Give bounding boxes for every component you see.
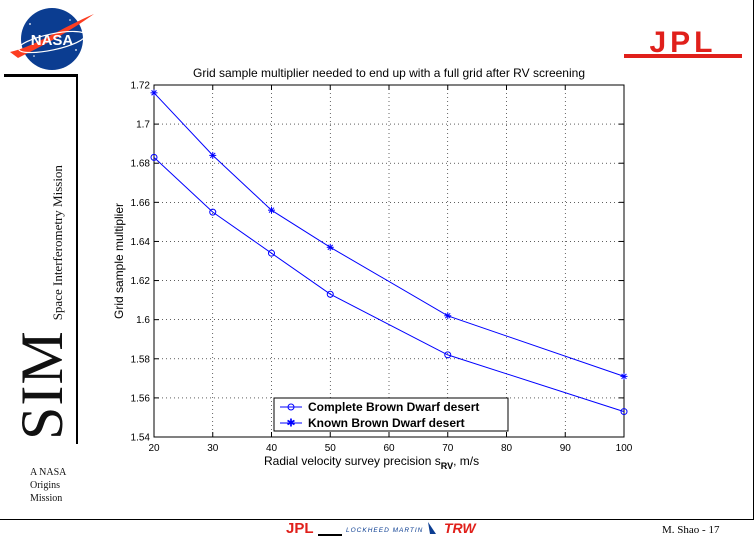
nasa-logo-text: NASA bbox=[31, 32, 74, 49]
program-label: SIM Space Interferometry Mission bbox=[8, 165, 77, 440]
data-point-circle bbox=[326, 290, 334, 298]
data-point-star bbox=[620, 372, 628, 380]
y-tick-label: 1.64 bbox=[131, 237, 151, 248]
y-tick-label: 1.72 bbox=[131, 81, 151, 92]
y-tick-label: 1.54 bbox=[131, 433, 151, 444]
origins-line-3: Mission bbox=[30, 493, 63, 504]
x-tick-label: 70 bbox=[442, 443, 454, 454]
program-subtitle: Space Interferometry Mission bbox=[50, 165, 65, 321]
y-axis-label: Grid sample multiplier bbox=[112, 203, 126, 319]
origins-line-2: Origins bbox=[30, 480, 60, 491]
legend-marker-1 bbox=[287, 403, 295, 411]
x-axis-label-unit: , m/s bbox=[453, 454, 479, 468]
x-ticks: 20 30 40 50 60 70 80 90 100 bbox=[148, 85, 633, 454]
data-point-star bbox=[326, 243, 334, 251]
x-tick-label: 30 bbox=[207, 443, 219, 454]
x-axis-label: Radial velocity survey precision sRV, m/… bbox=[264, 454, 479, 471]
jpl-logo: JPL bbox=[624, 26, 742, 59]
x-axis-label-sub: RV bbox=[441, 461, 453, 471]
data-point-star bbox=[268, 206, 275, 214]
chart-title: Grid sample multiplier needed to end up … bbox=[193, 66, 585, 80]
data-point-star bbox=[444, 312, 452, 320]
nasa-logo: NASA bbox=[10, 8, 94, 70]
grid-lines bbox=[153, 84, 625, 438]
legend-box bbox=[273, 397, 509, 432]
program-title: SIM bbox=[9, 330, 75, 440]
slide-border bbox=[0, 0, 754, 520]
legend-label-1: Complete Brown Dwarf desert bbox=[308, 400, 479, 414]
y-tick-label: 1.56 bbox=[131, 393, 151, 404]
footer-lockheed-logo: LOCKHEED MARTIN bbox=[346, 527, 423, 534]
origins-line-1: A NASA bbox=[30, 467, 67, 478]
data-point-circle bbox=[620, 408, 628, 416]
y-tick-label: 1.66 bbox=[131, 198, 151, 209]
data-point-circle bbox=[444, 351, 452, 359]
series-line-1 bbox=[153, 157, 625, 413]
jpl-logo-text: JPL bbox=[649, 26, 716, 59]
legend-marker-2: ✱ bbox=[286, 417, 295, 430]
data-point-star bbox=[150, 89, 158, 97]
header-rule bbox=[4, 74, 76, 77]
data-point-circle bbox=[150, 153, 158, 161]
footer-partner-logos: JPL LOCKHEED MARTIN TRW bbox=[286, 520, 477, 537]
data-point-circle bbox=[268, 249, 275, 257]
x-tick-label: 40 bbox=[266, 443, 278, 454]
x-tick-label: 50 bbox=[325, 443, 337, 454]
y-tick-label: 1.58 bbox=[131, 354, 151, 365]
x-tick-label: 80 bbox=[501, 443, 513, 454]
footer-credit: M. Shao - 17 bbox=[662, 524, 720, 536]
y-tick-label: 1.7 bbox=[136, 120, 150, 131]
data-point-star bbox=[209, 151, 217, 159]
x-tick-label: 60 bbox=[383, 443, 395, 454]
legend-label-2: Known Brown Dwarf desert bbox=[308, 416, 465, 430]
series-group bbox=[150, 89, 628, 416]
x-axis-label-main: Radial velocity survey precision s bbox=[264, 454, 441, 468]
x-tick-label: 20 bbox=[148, 443, 160, 454]
y-ticks: 1.54 1.56 1.58 1.6 1.62 1.64 1.66 1.68 1.7 1.72 bbox=[131, 81, 624, 444]
origins-note: A NASA Origins Mission bbox=[30, 466, 66, 505]
y-tick-label: 1.68 bbox=[131, 159, 151, 170]
data-point-circle bbox=[209, 208, 217, 216]
chart: Grid sample multiplier needed to end up … bbox=[112, 66, 633, 471]
y-tick-label: 1.6 bbox=[136, 315, 150, 326]
x-tick-label: 100 bbox=[616, 443, 633, 454]
legend: Complete Brown Dwarf desert ✱ Known Brow… bbox=[273, 397, 509, 432]
footer-trw-logo: TRW bbox=[444, 520, 477, 536]
footer-jpl-logo: JPL bbox=[286, 520, 314, 537]
series-line-2 bbox=[153, 92, 625, 377]
x-tick-label: 90 bbox=[560, 443, 572, 454]
sidebar-divider bbox=[76, 74, 78, 444]
y-tick-label: 1.62 bbox=[131, 276, 151, 287]
